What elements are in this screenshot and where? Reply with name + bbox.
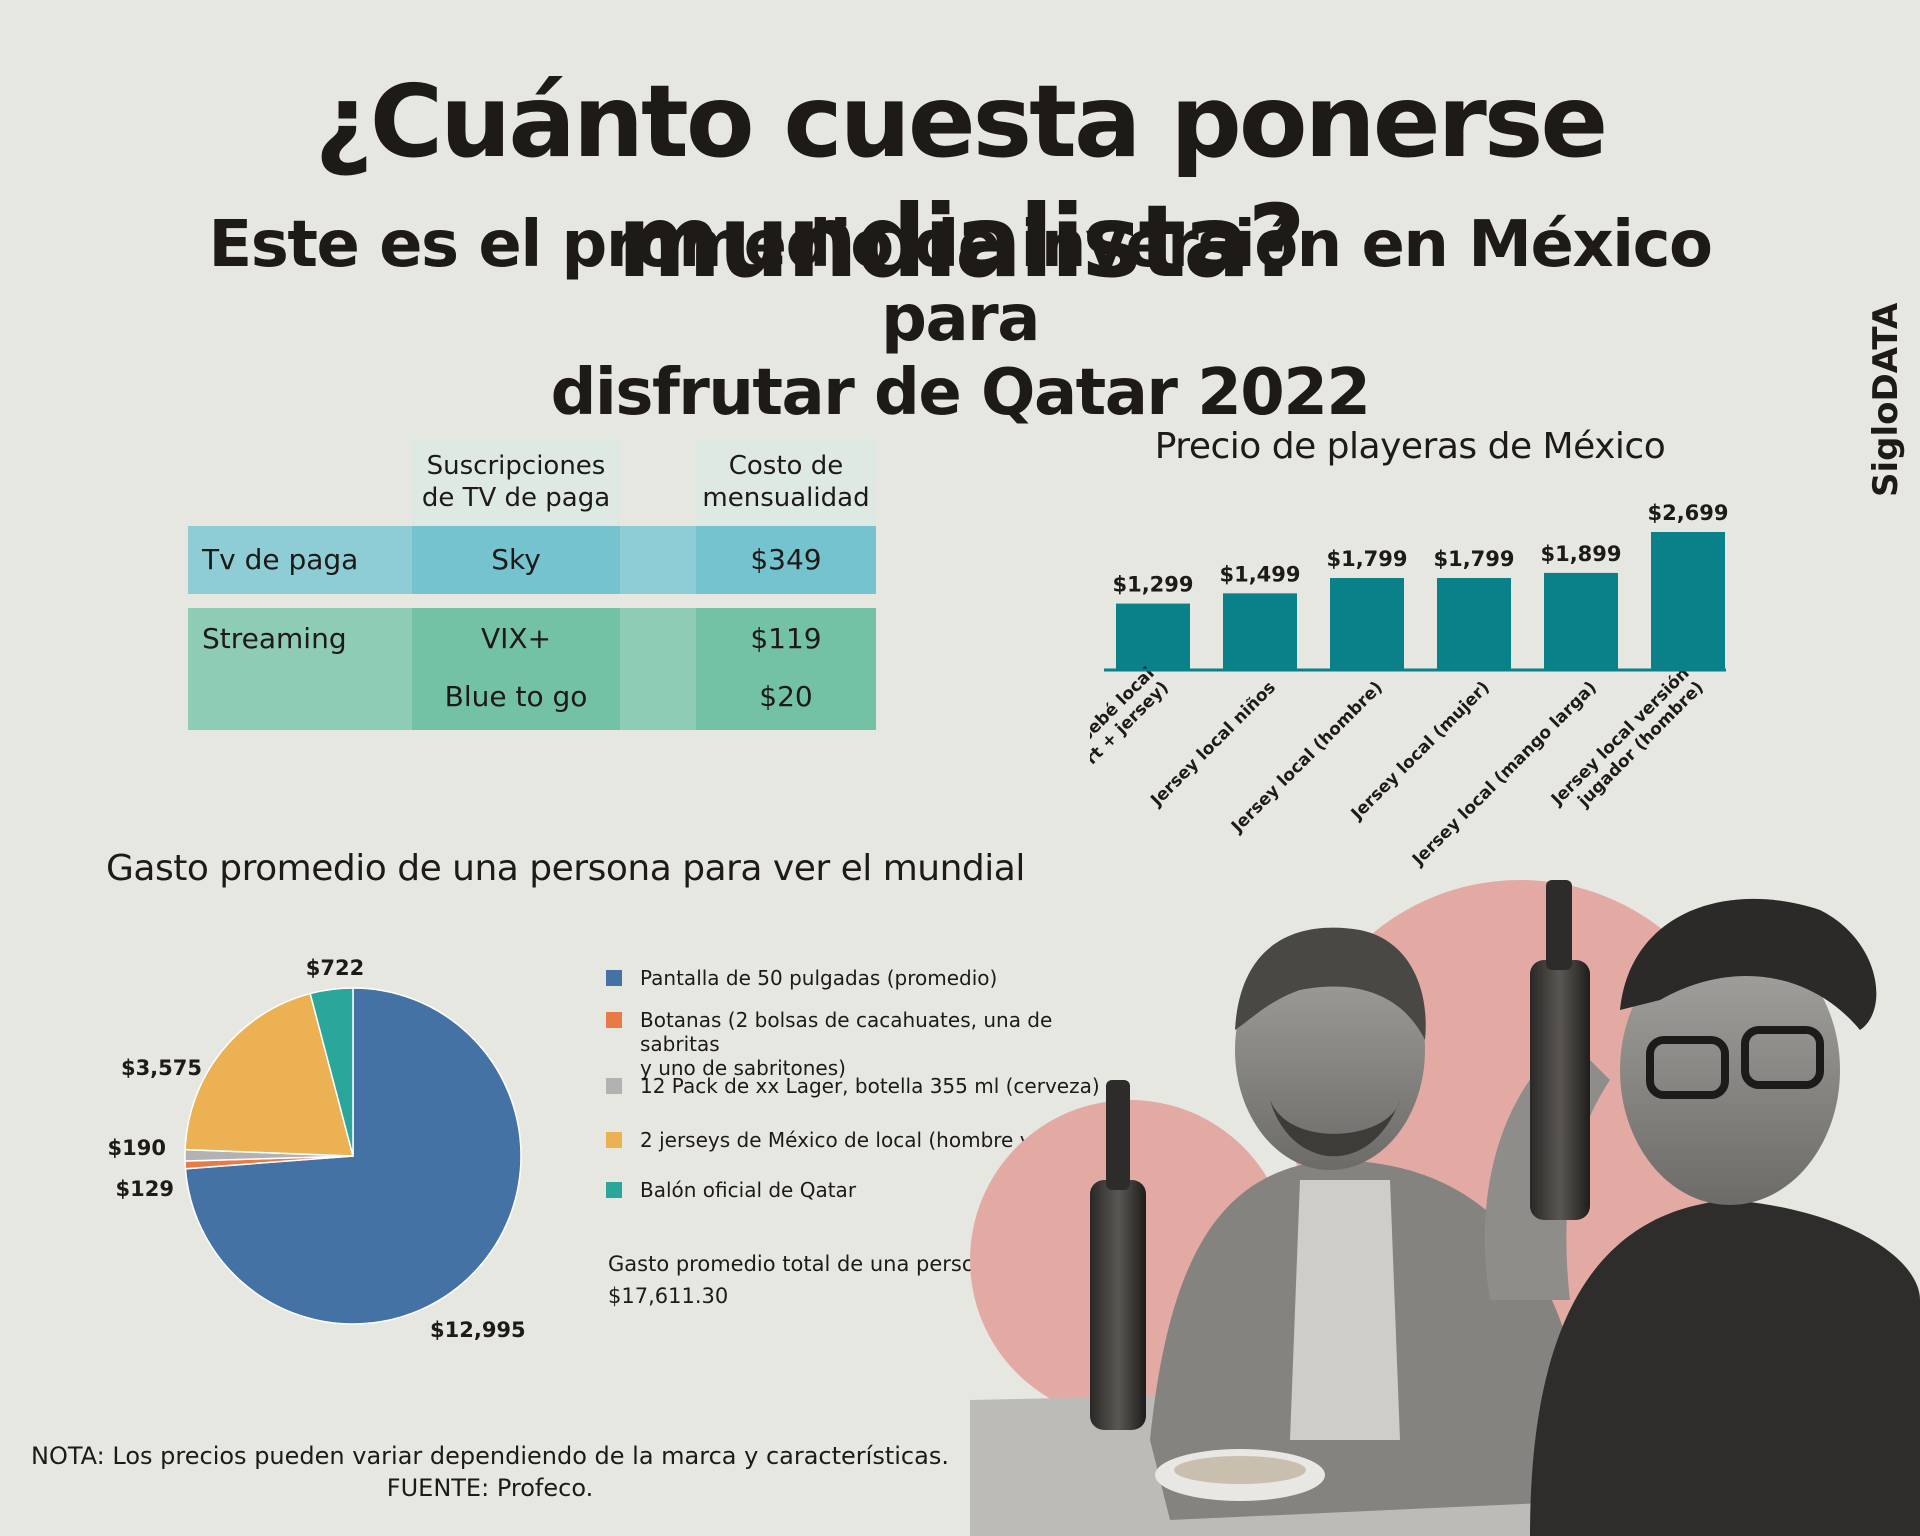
cost-header-line-2: mensualidad <box>702 483 870 513</box>
pie-value-label: $12,995 <box>430 1318 526 1342</box>
legend-swatch <box>606 970 622 986</box>
source-label: FUENTE: <box>386 1474 490 1502</box>
note-label: NOTA: <box>31 1442 105 1470</box>
legend-swatch <box>606 1182 622 1198</box>
legend-label: Pantalla de 50 pulgadas (promedio) <box>640 966 1120 990</box>
legend-swatch <box>606 1132 622 1148</box>
person-right-glasses-left <box>1646 1036 1729 1099</box>
legend-label-line: 12 Pack de xx Lager, botella 355 ml (cer… <box>640 1074 1100 1098</box>
cost-header-line-1: Costo de <box>728 451 844 481</box>
row-category: Streaming <box>202 622 347 655</box>
legend-label-line: Balón oficial de Qatar <box>640 1178 857 1202</box>
bar-value-label: $1,499 <box>1219 562 1300 586</box>
service-column-header: Suscripciones de TV de paga <box>412 450 620 514</box>
person-right-head <box>1620 935 1840 1205</box>
pie-value-label: $722 <box>306 956 364 980</box>
source-line: FUENTE: Profeco. <box>0 1472 980 1504</box>
legend-swatch <box>606 1012 622 1028</box>
paid-tv-cost-col <box>696 526 876 594</box>
bar-value-label: $1,899 <box>1540 542 1621 566</box>
total-spending: Gasto promedio total de una persona $17,… <box>608 1248 1001 1312</box>
row-service: VIX+ <box>480 622 552 655</box>
bottle-left-neck <box>1106 1080 1130 1190</box>
bottle-right-neck <box>1546 880 1572 970</box>
bottle-right <box>1530 960 1590 1220</box>
subtitle-line-1: Este es el promedio de inversión en Méxi… <box>208 208 1713 357</box>
bar-value-label: $1,799 <box>1326 547 1407 571</box>
subtitle: Este es el promedio de inversión en Méxi… <box>160 208 1760 431</box>
note-text: Los precios pueden variar dependiendo de… <box>112 1442 949 1470</box>
bar-value-label: $2,699 <box>1647 501 1728 525</box>
pie-value-label: $190 <box>108 1136 166 1160</box>
paid-tv-row: Tv de paga Sky $349 <box>188 526 876 594</box>
person-left-shirt <box>1290 1180 1400 1440</box>
total-spending-label: Gasto promedio total de una persona <box>608 1252 1001 1276</box>
person-right-hair <box>1620 898 1877 1030</box>
tv-subscription-table: Suscripciones de TV de paga Costo de men… <box>188 440 876 740</box>
subtitle-line-2: disfrutar de Qatar 2022 <box>550 356 1371 431</box>
bar-chart-title: Precio de playeras de México <box>1154 426 1666 467</box>
row-cost: $20 <box>759 680 813 713</box>
bar <box>1437 578 1511 670</box>
bar <box>1651 532 1725 670</box>
person-left-hair <box>1235 927 1426 1040</box>
footer-note: NOTA: Los precios pueden variar dependie… <box>0 1440 980 1504</box>
legend-swatch <box>606 1078 622 1094</box>
person-left-beard <box>1270 1100 1400 1157</box>
row-cost: $119 <box>750 622 822 655</box>
cost-column-header: Costo de mensualidad <box>696 450 876 514</box>
pie-value-label: $129 <box>116 1177 174 1201</box>
bottle-left <box>1090 1180 1146 1430</box>
bar <box>1223 593 1297 670</box>
fans-watching-photo <box>970 880 1920 1536</box>
service-header-line-1: Suscripciones <box>426 451 606 481</box>
pie-value-label: $3,575 <box>121 1056 202 1080</box>
streaming-row: Streaming VIX+ $119 Blue to go $20 <box>188 608 876 730</box>
legend-label-line: y uno de sabritones) <box>640 1056 846 1080</box>
jersey-price-bar-chart: $1,299Conjunto bebé local(short + jersey… <box>1090 501 1729 870</box>
brand-logo: SigloDATA <box>1866 302 1906 498</box>
service-header-bg <box>412 440 620 526</box>
bar <box>1330 578 1404 670</box>
service-header-line-2: de TV de paga <box>421 483 611 513</box>
main-title: ¿Cuánto cuesta ponerse mundialista? <box>314 63 1608 300</box>
pie-slice <box>184 992 354 1157</box>
bar <box>1116 603 1190 670</box>
legend-label: Botanas (2 bolsas de cacahuates, una de … <box>640 1008 1120 1080</box>
total-spending-value: $17,611.30 <box>608 1284 729 1308</box>
legend-label-line: Botanas (2 bolsas de cacahuates, una de … <box>640 1008 1053 1056</box>
pie-chart-title: Gasto promedio de una persona para ver e… <box>106 848 1025 889</box>
bar-value-label: $1,299 <box>1112 573 1193 597</box>
bar-value-label: $1,799 <box>1433 547 1514 571</box>
pie-slice <box>309 987 354 1157</box>
spending-pie-chart: $12,995 $129 $190 $3,575 $722 <box>108 956 526 1342</box>
row-service: Blue to go <box>444 680 588 713</box>
snack-bowl-contents <box>1174 1456 1306 1484</box>
legend-label: Balón oficial de Qatar <box>640 1178 1120 1202</box>
row-category: Tv de paga <box>202 543 359 576</box>
legend-label-line: Pantalla de 50 pulgadas (promedio) <box>640 966 998 990</box>
paid-tv-service-col <box>412 526 620 594</box>
legend-label: 12 Pack de xx Lager, botella 355 ml (cer… <box>640 1074 1120 1098</box>
bar-category-label-line: Jersey local versión <box>1547 663 1694 810</box>
streaming-service-col <box>412 608 620 730</box>
bar <box>1544 572 1618 670</box>
note-line: NOTA: Los precios pueden variar dependie… <box>0 1440 980 1472</box>
cost-header-bg <box>696 440 876 526</box>
row-cost: $349 <box>750 543 822 576</box>
source-text: Profeco. <box>496 1474 594 1502</box>
person-right-body <box>1530 1200 1920 1536</box>
streaming-cost-col <box>696 608 876 730</box>
person-right-glasses-right <box>1741 1026 1824 1089</box>
row-service: Sky <box>491 543 541 576</box>
